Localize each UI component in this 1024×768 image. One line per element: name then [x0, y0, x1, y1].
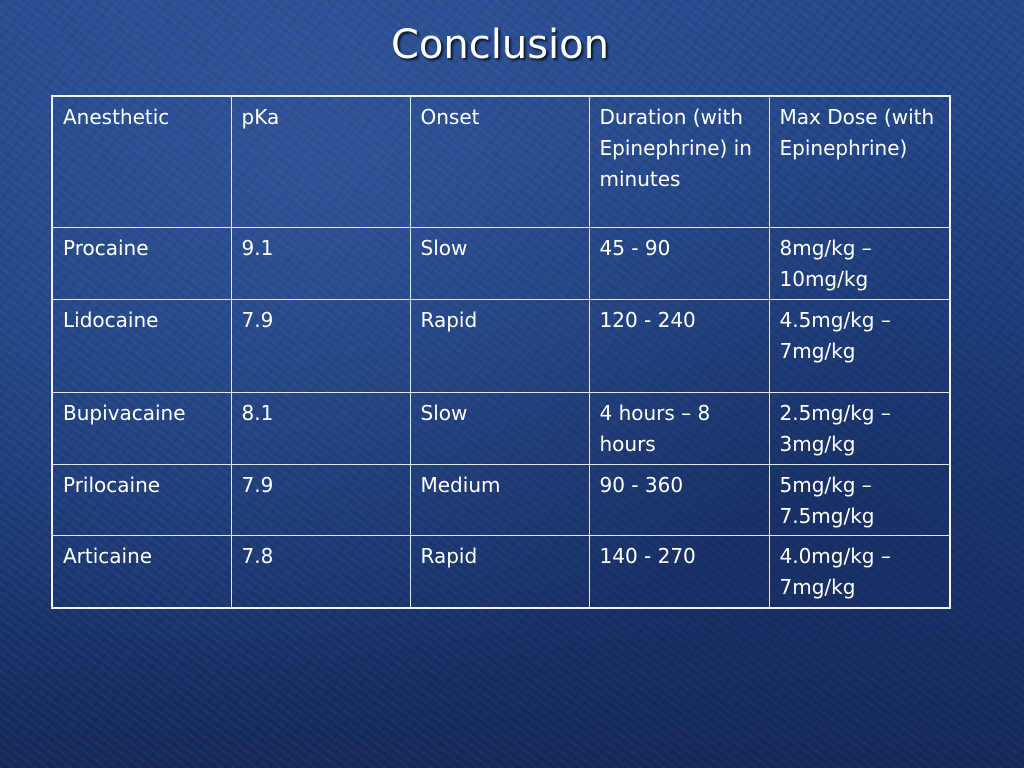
header-max-dose: Max Dose (with Epinephrine)	[768, 95, 951, 228]
table-header-row: Anesthetic pKa Onset Duration (with Epin…	[51, 95, 951, 228]
cell-max-dose: 8mg/kg – 10mg/kg	[768, 226, 951, 300]
cell-onset: Medium	[409, 463, 590, 536]
cell-onset: Rapid	[409, 534, 590, 609]
cell-duration: 90 - 360	[588, 463, 770, 536]
cell-anesthetic: Lidocaine	[51, 298, 232, 393]
anesthetic-table: Anesthetic pKa Onset Duration (with Epin…	[51, 95, 951, 609]
cell-pka: 7.9	[230, 298, 411, 393]
header-pka: pKa	[230, 95, 411, 228]
cell-anesthetic: Procaine	[51, 226, 232, 300]
cell-duration: 4 hours – 8 hours	[588, 391, 770, 465]
cell-max-dose: 2.5mg/kg – 3mg/kg	[768, 391, 951, 465]
cell-pka: 7.9	[230, 463, 411, 536]
table-row: Procaine 9.1 Slow 45 - 90 8mg/kg – 10mg/…	[51, 226, 951, 300]
cell-duration: 140 - 270	[588, 534, 770, 609]
cell-max-dose: 4.5mg/kg – 7mg/kg	[768, 298, 951, 393]
cell-duration: 45 - 90	[588, 226, 770, 300]
table-row: Lidocaine 7.9 Rapid 120 - 240 4.5mg/kg –…	[51, 298, 951, 393]
cell-onset: Slow	[409, 391, 590, 465]
cell-anesthetic: Bupivacaine	[51, 391, 232, 465]
table-row: Articaine 7.8 Rapid 140 - 270 4.0mg/kg –…	[51, 534, 951, 609]
slide-title: Conclusion	[391, 22, 609, 68]
header-duration: Duration (with Epinephrine) in minutes	[588, 95, 770, 228]
cell-pka: 8.1	[230, 391, 411, 465]
header-onset: Onset	[409, 95, 590, 228]
header-anesthetic: Anesthetic	[51, 95, 232, 228]
cell-max-dose: 5mg/kg – 7.5mg/kg	[768, 463, 951, 536]
table-row: Bupivacaine 8.1 Slow 4 hours – 8 hours 2…	[51, 391, 951, 465]
cell-pka: 7.8	[230, 534, 411, 609]
table-row: Prilocaine 7.9 Medium 90 - 360 5mg/kg – …	[51, 463, 951, 536]
cell-onset: Rapid	[409, 298, 590, 393]
cell-anesthetic: Prilocaine	[51, 463, 232, 536]
cell-duration: 120 - 240	[588, 298, 770, 393]
cell-anesthetic: Articaine	[51, 534, 232, 609]
cell-max-dose: 4.0mg/kg – 7mg/kg	[768, 534, 951, 609]
cell-pka: 9.1	[230, 226, 411, 300]
cell-onset: Slow	[409, 226, 590, 300]
